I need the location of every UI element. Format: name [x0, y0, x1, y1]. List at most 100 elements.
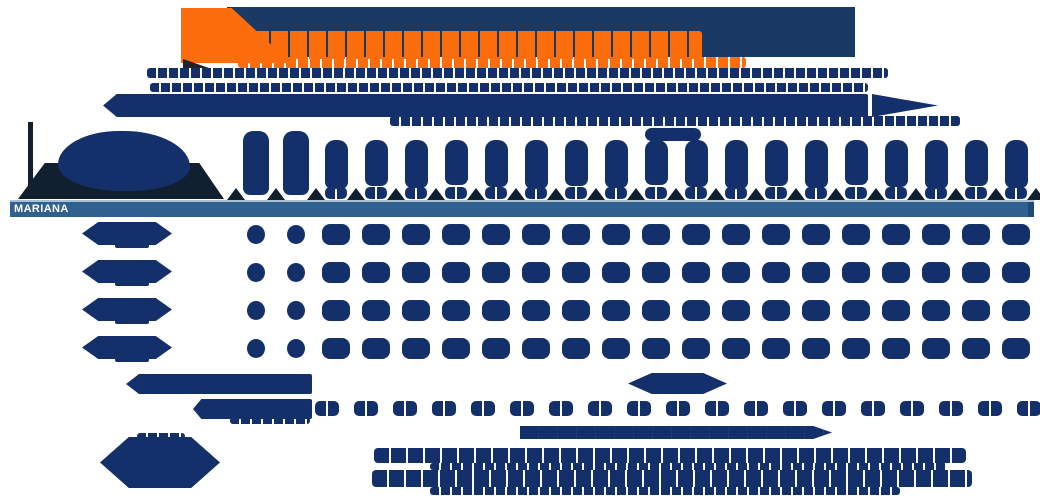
column-header-blurred-text — [444, 140, 468, 185]
table-cell-blurred-number — [882, 300, 910, 321]
zigzag-triangle-icon — [947, 188, 965, 200]
table-cell-blurred-number — [522, 262, 550, 283]
footer-number-blurred-text — [939, 401, 963, 416]
table-cell-blurred-number — [682, 262, 710, 283]
row-label-blurred-text — [82, 222, 172, 245]
column-header-blurred-text — [764, 140, 788, 186]
footnote-line-1b-blurred-text — [430, 463, 947, 470]
table-cell-blurred-number — [562, 338, 590, 359]
table-cell-blurred-number — [322, 338, 350, 359]
section-band[interactable]: MARIANA — [10, 200, 1034, 217]
column-header-blurred-text — [564, 140, 588, 186]
column-number-blurred-text — [805, 187, 827, 199]
zigzag-triangle-icon — [467, 188, 485, 200]
column-header-blurred-text — [484, 140, 508, 187]
footer-number-blurred-text — [354, 401, 378, 416]
table-cell-blurred-number — [762, 262, 790, 283]
table-cell-blurred-number — [362, 338, 390, 359]
footer-number-blurred-text — [627, 401, 651, 416]
table-cell-blurred-number — [602, 338, 630, 359]
column-number-blurred-text — [965, 187, 987, 199]
headline-banner-arrow-icon — [872, 94, 938, 117]
column-header-blurred-text — [404, 140, 428, 188]
table-cell-blurred-number — [722, 300, 750, 321]
column-number-blurred-text — [845, 187, 867, 199]
footer-number-blurred-text — [900, 401, 924, 416]
logo-title-blurred-text — [252, 31, 702, 59]
footer-label-2-sub-blurred-text — [230, 417, 310, 424]
zigzag-triangle-icon — [1027, 188, 1040, 200]
table-cell-blurred-number — [442, 300, 470, 321]
table-cell-blurred-number — [287, 263, 305, 282]
table-cell-blurred-number — [287, 225, 305, 244]
table-cell-blurred-number — [642, 300, 670, 321]
zigzag-triangle-icon — [347, 188, 365, 200]
table-cell-blurred-number — [402, 300, 430, 321]
zigzag-triangle-icon — [587, 188, 605, 200]
footnote-line-2-blurred-text — [372, 470, 972, 487]
zigzag-triangle-icon — [707, 188, 725, 200]
table-cell-blurred-number — [922, 224, 950, 245]
zigzag-triangle-icon — [547, 188, 565, 200]
column-number-blurred-text — [325, 187, 347, 199]
footer-number-blurred-text — [393, 401, 417, 416]
column-number-blurred-text — [925, 187, 947, 199]
logo-shadow-notch — [183, 59, 209, 68]
footer-number-blurred-text — [783, 401, 807, 416]
table-cell-blurred-number — [362, 300, 390, 321]
footer-number-blurred-text — [861, 401, 885, 416]
table-cell-blurred-number — [842, 224, 870, 245]
table-cell-blurred-number — [722, 338, 750, 359]
section-band-right-cap — [1028, 202, 1034, 217]
column-header-blurred-text — [964, 140, 988, 186]
table-cell-blurred-number — [802, 262, 830, 283]
column-header-blurred-text — [243, 131, 269, 195]
zigzag-triangle-icon — [307, 188, 325, 200]
table-corner-blurred-label — [58, 131, 190, 191]
column-number-blurred-text — [605, 187, 627, 199]
column-number-blurred-text — [725, 187, 747, 199]
column-header-blurred-text — [1004, 140, 1028, 188]
table-cell-blurred-number — [602, 262, 630, 283]
table-cell-blurred-number — [762, 224, 790, 245]
table-cell-blurred-number — [482, 224, 510, 245]
zigzag-triangle-icon — [867, 188, 885, 200]
table-cell-blurred-number — [247, 339, 265, 358]
column-header-blurred-text — [364, 140, 388, 186]
column-header-blurred-text — [644, 140, 668, 185]
row-label-descender — [115, 358, 149, 362]
table-cell-blurred-number — [682, 300, 710, 321]
table-cell-blurred-number — [722, 262, 750, 283]
table-cell-blurred-number — [402, 338, 430, 359]
table-cell-blurred-number — [442, 224, 470, 245]
column-header-blurred-text — [724, 140, 748, 189]
footer-number-blurred-text — [1017, 401, 1040, 416]
column-number-blurred-text — [685, 187, 707, 199]
column-number-blurred-text — [445, 187, 467, 199]
column-header-blurred-text — [524, 140, 548, 189]
footer-arrow-line-blurred-text — [520, 426, 832, 439]
table-cell-blurred-number — [322, 262, 350, 283]
footer-number-blurred-text — [471, 401, 495, 416]
table-cell-blurred-number — [682, 338, 710, 359]
column-header-blurred-text — [684, 140, 708, 187]
footnote-line-1-blurred-text — [374, 448, 966, 463]
table-cell-blurred-number — [362, 224, 390, 245]
column-number-blurred-text — [1005, 187, 1027, 199]
table-cell-blurred-number — [402, 224, 430, 245]
footer-label-1-blurred-text — [126, 374, 312, 394]
row-label-blurred-text — [82, 336, 172, 359]
zigzag-triangle-icon — [987, 188, 1005, 200]
table-cell-blurred-number — [482, 262, 510, 283]
table-cell-blurred-number — [762, 338, 790, 359]
table-cell-blurred-number — [402, 262, 430, 283]
row-label-descender — [115, 282, 149, 286]
zigzag-triangle-icon — [227, 188, 245, 200]
table-cell-blurred-number — [562, 224, 590, 245]
column-number-blurred-text — [525, 187, 547, 199]
table-cell-blurred-number — [442, 338, 470, 359]
table-cell-blurred-number — [1002, 262, 1030, 283]
footer-number-blurred-text — [822, 401, 846, 416]
table-cell-blurred-number — [602, 300, 630, 321]
zigzag-triangle-icon — [747, 188, 765, 200]
